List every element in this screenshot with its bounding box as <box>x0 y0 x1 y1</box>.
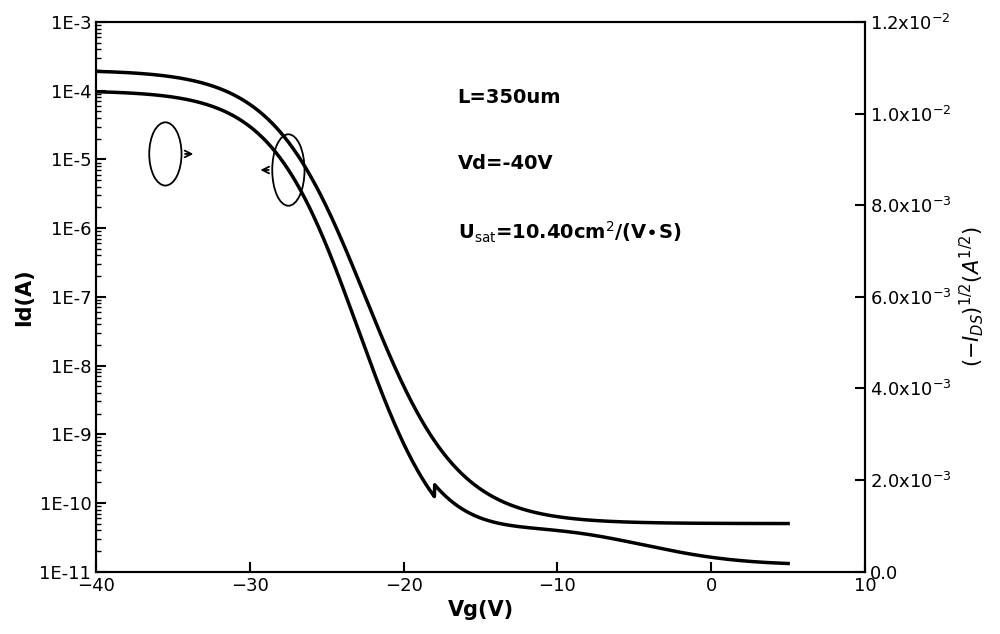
Y-axis label: Id(A): Id(A) <box>14 268 34 326</box>
Text: Vd=-40V: Vd=-40V <box>458 154 553 173</box>
Text: U$_{\mathsf{sat}}$=10.40cm$^{2}$/(V$\bullet$S): U$_{\mathsf{sat}}$=10.40cm$^{2}$/(V$\bul… <box>458 220 681 245</box>
X-axis label: Vg(V): Vg(V) <box>448 600 514 620</box>
Text: L=350um: L=350um <box>458 88 561 107</box>
Y-axis label: $(-I_{DS})^{1/2}(A^{1/2})$: $(-I_{DS})^{1/2}(A^{1/2})$ <box>957 226 986 367</box>
